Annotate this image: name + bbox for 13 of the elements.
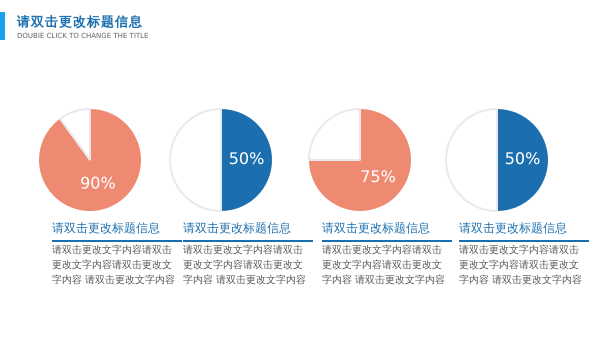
data-label: 75% — [360, 167, 396, 186]
data-label: 50% — [504, 149, 540, 168]
text: 请双击更改标题信息 — [52, 220, 182, 242]
text: 请双击更改文字内容请双击更改文字内容请双击更改文字内容 请双击更改文字内容 — [52, 244, 176, 288]
text: 请双击更改文字内容请双击更改文字内容请双击更改文字内容 请双击更改文字内容 — [183, 244, 308, 288]
text: 请双击更改文字内容请双击更改文字内容请双击更改文字内容 请双击更改文字内容 — [459, 244, 584, 288]
text: 请双击更改标题信息 — [17, 14, 143, 31]
text: 请双击更改标题信息 — [459, 220, 589, 242]
data-label: 90% — [80, 173, 116, 192]
data-label: 50% — [228, 149, 264, 168]
text: 请双击更改文字内容请双击更改文字内容请双击更改文字内容 请双击更改文字内容 — [322, 244, 446, 288]
text: 请双击更改标题信息 — [322, 220, 452, 242]
text: 请双击更改标题信息 — [183, 220, 313, 242]
